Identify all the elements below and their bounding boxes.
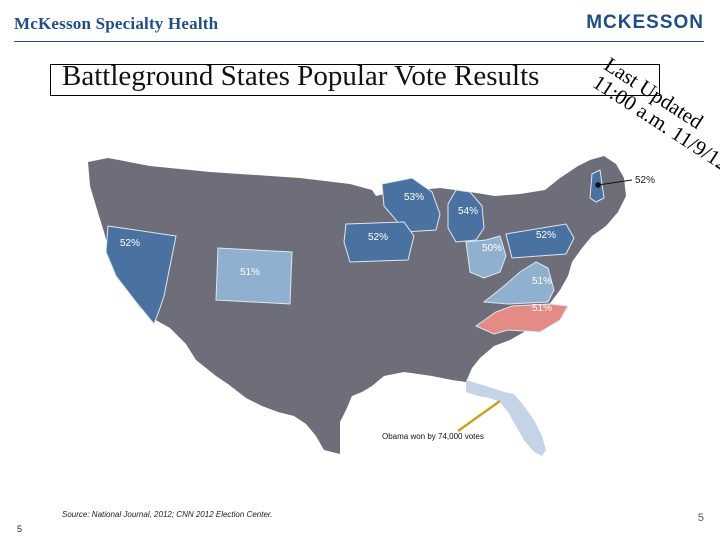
florida-shape — [466, 380, 546, 456]
iowa-shape — [343, 221, 415, 263]
michigan-shape — [447, 189, 485, 243]
wisconsin-shape — [381, 177, 441, 233]
new-hampshire-pointer-dot — [595, 182, 601, 188]
page-number-left: 5 — [17, 524, 23, 534]
virginia-label: 51% — [532, 276, 552, 287]
wisconsin-label: 53% — [404, 192, 424, 203]
page-number-right: 5 — [697, 512, 704, 524]
ohio-label: 50% — [482, 243, 502, 254]
nevada-label: 52% — [120, 238, 140, 249]
new-hampshire-label: 52% — [635, 175, 655, 186]
florida-annotation: Obama won by 74,000 votes — [382, 432, 484, 441]
michigan-label: 54% — [458, 206, 478, 217]
colorado-label: 51% — [240, 267, 260, 278]
mckesson-specialty-health-logo: McKesson Specialty Health — [14, 14, 219, 33]
nevada-shape — [105, 225, 177, 325]
source-note: Source: National Journal, 2012; CNN 2012… — [62, 510, 273, 519]
title-frame — [50, 64, 660, 96]
colorado-shape — [215, 247, 293, 305]
page-title: Battleground States Popular Vote Results — [62, 60, 540, 92]
pennsylvania-label: 52% — [536, 230, 556, 241]
pennsylvania-shape — [505, 223, 575, 259]
north-carolina-label: 51% — [532, 303, 552, 314]
us-base-shape — [88, 156, 626, 454]
new-hampshire-pointer — [597, 179, 633, 186]
florida-pointer — [457, 399, 501, 433]
iowa-label: 52% — [368, 232, 388, 243]
header-rule — [14, 41, 704, 42]
mckesson-logo: MCKESSON — [586, 12, 704, 33]
north-carolina-shape — [474, 303, 569, 335]
virginia-shape — [482, 261, 555, 305]
ohio-shape — [465, 235, 507, 279]
